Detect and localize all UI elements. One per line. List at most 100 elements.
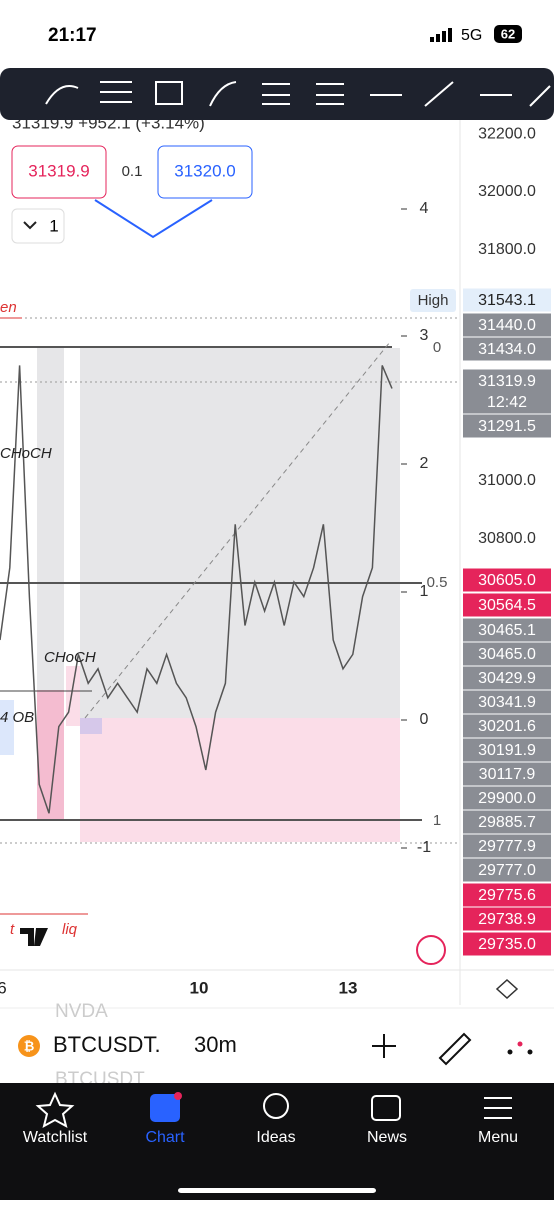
fib-level-label: 4 [420,200,429,217]
fib-level-label: -1 [417,839,431,856]
draw-button[interactable] [438,1032,472,1066]
price-tag-label: 31291.5 [478,418,536,435]
tab-icons [35,1091,512,1128]
price-tag [463,369,551,414]
price-tick-label: 31800.0 [478,241,536,258]
annotation: t [10,921,15,938]
tab-label[interactable]: Chart [145,1129,185,1146]
add-button[interactable] [372,1034,396,1058]
annotation: CHoCH [0,445,52,462]
price-tag-label: 30201.6 [478,718,536,735]
fib-ratio-label: 0 [433,339,441,356]
ob-box [80,718,102,734]
spread: 0.1 [122,163,143,180]
ob-left [0,700,14,755]
tv-logo [20,928,48,946]
network: 5G [461,27,482,44]
price-tag [463,786,551,810]
price-tag-label: 31543.1 [478,292,536,309]
fib-ratio-label: 1 [433,812,441,829]
btc-icon [18,1035,40,1057]
price-tag-time: 12:42 [487,394,527,411]
price-tag [463,288,551,312]
price-tag [463,810,551,834]
price-tag-label: 30117.9 [479,766,536,783]
ob-zone [80,718,400,842]
price-tag [463,642,551,666]
high-tag [410,289,456,312]
fib-ratio-label: 0.5 [427,574,448,591]
fib-level-label: 1 [420,583,429,600]
price-tick-label: 31000.0 [478,472,536,489]
symbol-name[interactable]: BTCUSDT. [53,1032,161,1057]
time-tick-label: 10 [190,978,209,997]
sell-price: 31319.9 [28,161,89,180]
price-tag [463,593,551,617]
tab-label[interactable]: Menu [478,1129,518,1146]
price-tag-label: 31434.0 [478,341,536,358]
price-tag [463,690,551,714]
buy-button[interactable] [157,145,253,199]
price-tag [463,714,551,738]
price-tag [463,568,551,592]
signal-icon [430,28,452,42]
ob-box [66,666,80,726]
settings-icon[interactable] [495,978,519,1000]
tab-bar [0,1083,554,1200]
chart-tab-icon [150,1094,180,1122]
fib-level-label: 3 [420,327,429,344]
battery-level: 62 [501,26,515,41]
price-tick-label: 32000.0 [478,183,536,200]
price-tag-label: 30605.0 [478,572,536,589]
price-line [0,365,393,814]
more-button[interactable] [507,1041,533,1055]
price-tag [463,834,551,858]
tab-label[interactable]: Ideas [256,1129,295,1146]
price-tag-label: 29900.0 [478,790,536,807]
price-tag-label: 30341.9 [478,694,536,711]
ghost-symbol: NVDA [55,1001,108,1022]
badge [174,1092,182,1100]
fib-level-label: 0 [420,711,429,728]
spread-connector [94,199,213,239]
price-tag [463,858,551,882]
price-tag-label: 29777.0 [478,862,536,879]
fib-zone [80,348,400,718]
time-tick-label: 13 [339,978,358,997]
tab-label[interactable]: Watchlist [23,1129,88,1146]
flag-icon[interactable] [416,935,446,965]
annotation: en [0,299,17,316]
price-tag-label: 30465.1 [478,622,536,639]
price-tag-label: 29775.6 [478,887,536,904]
price-tag [463,337,551,361]
price-tag [463,907,551,931]
price-tag-label: 30564.5 [478,597,536,614]
btc-glyph: ₿ [24,1038,35,1053]
sell-button[interactable] [11,145,107,199]
home-indicator [178,1188,376,1193]
interval[interactable]: 30m [194,1032,237,1057]
price-tag-label: 31319.9 [478,373,536,390]
price-tag-label: 29738.9 [478,911,536,928]
price-tag [463,313,551,337]
price-tag [463,738,551,762]
price-tag [463,932,551,956]
toolbar-icons[interactable] [45,81,551,107]
price-tag [463,883,551,907]
price-tag-label: 30191.9 [478,742,536,759]
buy-price: 31320.0 [174,161,235,180]
price-tag-label: 29885.7 [478,814,536,831]
tab-label[interactable]: News [367,1129,407,1146]
fib-level-label: 2 [420,455,429,472]
indicator-count: 1 [49,216,58,235]
price-tick-label: 32200.0 [478,125,536,142]
price-tick-label: 30800.0 [478,530,536,547]
price-tag-label: 30429.9 [478,670,536,687]
price-tag-label: 29777.9 [478,838,536,855]
collapse-button[interactable] [11,208,65,244]
price-tag [463,762,551,786]
time-tick-label: 6 [0,978,7,997]
chevron [23,221,37,230]
annotation: CHoCH [44,649,96,666]
